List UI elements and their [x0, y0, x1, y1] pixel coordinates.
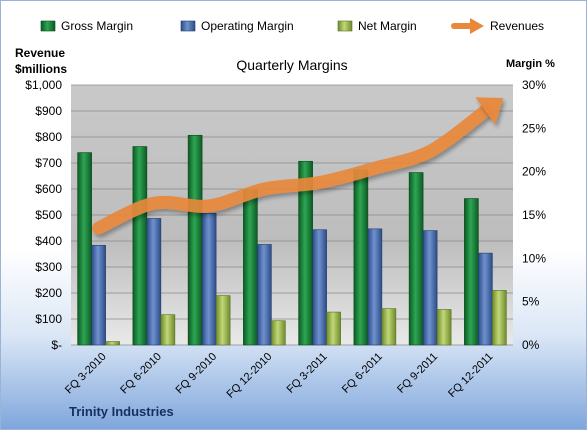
left-tick-label: $200 — [35, 286, 62, 300]
gross-margin-bar — [132, 146, 148, 346]
left-tick-label: $1,000 — [25, 78, 62, 92]
right-tick-label: 30% — [522, 78, 546, 92]
x-tick-label: FQ 3-2011 — [285, 351, 330, 396]
net-margin-bar — [160, 314, 176, 346]
gross-margin-bar — [408, 172, 424, 346]
net-margin-bar — [436, 309, 452, 346]
right-tick-label: 0% — [522, 338, 540, 352]
x-tick-label: FQ 6-2010 — [118, 351, 164, 397]
gross-margin-bar — [187, 134, 203, 346]
net-margin-bar — [105, 341, 120, 346]
revenue-line — [92, 97, 504, 235]
right-tick-label: 15% — [522, 208, 546, 222]
left-tick-label: $100 — [35, 312, 62, 326]
operating-margin-bar — [201, 212, 217, 346]
right-tick-label: 5% — [522, 295, 540, 309]
x-tick-label: FQ 3-2010 — [63, 351, 109, 397]
bars — [77, 134, 507, 346]
right-tick-label: 10% — [522, 251, 546, 265]
right-axis-ticks: 0% 5% 10% 15% 20% 25% 30% — [522, 78, 546, 352]
operating-margin-bar — [422, 230, 438, 346]
company-label: Trinity Industries — [69, 404, 174, 419]
left-axis-ticks: $- $100 $200 $300 $400 $500 $600 $700 $800 $900 $1… — [25, 78, 62, 352]
chart-legend: Gross Margin Operating Margin Net Margin Re… — [40, 18, 544, 34]
right-tick-label: 20% — [522, 165, 546, 179]
x-tick-label: FQ 12-2010 — [225, 351, 275, 401]
operating-margin-bar — [146, 218, 162, 346]
gross-margin-bar — [77, 152, 92, 346]
net-margin-bar — [492, 290, 507, 346]
left-tick-label: $400 — [35, 234, 62, 248]
net-margin-bar — [215, 295, 231, 346]
right-tick-label: 25% — [522, 121, 546, 135]
gross-margin-bar — [353, 169, 369, 346]
x-axis-ticks: FQ 3-2010 FQ 6-2010 FQ 9-2010 FQ 12-2010 FQ … — [63, 351, 495, 401]
gross-margin-bar — [243, 189, 258, 346]
left-tick-label: $300 — [35, 260, 62, 274]
legend-label: Gross Margin — [61, 19, 133, 33]
legend-swatch — [40, 20, 56, 32]
revenue-arrowhead — [475, 97, 504, 125]
operating-margin-bar — [312, 229, 327, 346]
legend-label: Operating Margin — [201, 19, 294, 33]
right-axis-title: Margin % — [506, 58, 555, 70]
legend-label: Net Margin — [358, 19, 417, 33]
x-tick-label: FQ 12-2011 — [446, 351, 495, 400]
legend-swatch — [180, 20, 196, 32]
left-tick-label: $500 — [35, 208, 62, 222]
operating-margin-bar — [478, 252, 493, 346]
x-tick-label: FQ 9-2010 — [174, 351, 220, 397]
x-tick-label: FQ 9-2011 — [395, 351, 440, 396]
left-tick-label: $900 — [35, 104, 62, 118]
left-axis-title-line1: Revenue — [15, 46, 65, 60]
net-margin-bar — [326, 311, 341, 346]
left-axis-title-line2: $millions — [15, 62, 67, 76]
x-tick-label: FQ 6-2011 — [340, 351, 385, 396]
left-tick-label: $800 — [35, 130, 62, 144]
gross-margin-bar — [464, 198, 479, 346]
left-tick-label: $600 — [35, 182, 62, 196]
legend-label: Revenues — [490, 19, 544, 33]
chart-title: Quarterly Margins — [236, 57, 347, 73]
left-tick-label: $- — [51, 338, 62, 352]
net-margin-bar — [381, 308, 397, 346]
legend-swatch — [337, 20, 353, 32]
net-margin-bar — [271, 320, 286, 346]
operating-margin-bar — [367, 228, 383, 346]
legend-swatch-arrow — [470, 18, 484, 34]
revenue-line-path — [92, 104, 492, 235]
operating-margin-bar — [257, 244, 272, 346]
left-tick-label: $700 — [35, 156, 62, 170]
operating-margin-bar — [91, 245, 106, 346]
